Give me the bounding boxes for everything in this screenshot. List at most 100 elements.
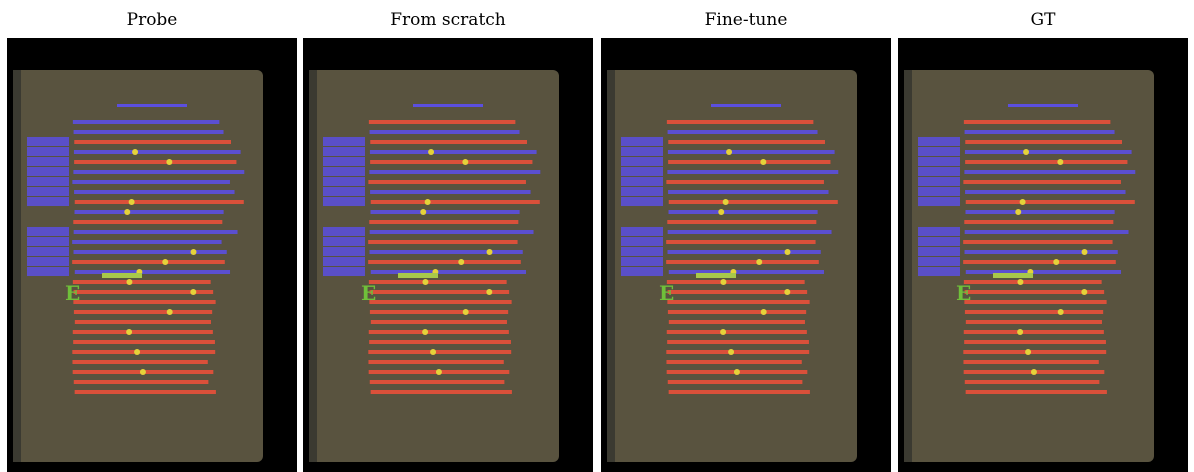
text-line xyxy=(667,120,814,124)
text-line xyxy=(73,220,222,224)
text-line xyxy=(668,250,821,254)
initial-mark xyxy=(430,349,436,355)
gloss-block xyxy=(323,197,365,206)
gloss-block xyxy=(621,247,663,256)
text-line xyxy=(370,150,537,154)
text-line xyxy=(369,120,516,124)
initial-mark xyxy=(1025,349,1031,355)
initial-mark xyxy=(436,369,442,375)
text-line xyxy=(117,104,187,107)
initial-mark xyxy=(1020,199,1026,205)
text-line xyxy=(667,340,809,344)
gloss-block xyxy=(27,257,69,266)
text-line xyxy=(963,180,1121,184)
text-line xyxy=(667,280,805,284)
gloss-block xyxy=(918,257,960,266)
initial-mark xyxy=(718,209,724,215)
text-line xyxy=(370,250,523,254)
initial-mark xyxy=(1057,159,1063,165)
decorated-initial: E xyxy=(659,281,674,305)
gloss-block xyxy=(323,167,365,176)
text-line xyxy=(75,390,216,394)
gloss-block xyxy=(323,247,365,256)
text-line xyxy=(74,310,212,314)
text-line xyxy=(669,320,805,324)
figure: Probe E From scratch E Fine-tune E GT E xyxy=(0,0,1194,472)
initial-mark xyxy=(726,149,732,155)
text-line xyxy=(370,160,532,164)
text-line xyxy=(966,210,1115,214)
gloss-block xyxy=(918,237,960,246)
text-line xyxy=(369,220,518,224)
text-line xyxy=(75,200,244,204)
rubric xyxy=(993,273,1033,278)
panel: Fine-tune E xyxy=(601,0,891,472)
text-line xyxy=(370,380,505,384)
gloss-block xyxy=(918,197,960,206)
text-line xyxy=(74,380,209,384)
text-line xyxy=(668,230,832,234)
text-line xyxy=(966,320,1102,324)
binding xyxy=(607,70,615,462)
text-line xyxy=(964,120,1111,124)
text-line xyxy=(73,340,215,344)
gloss-block xyxy=(27,167,69,176)
text-line xyxy=(368,240,517,244)
initial-mark xyxy=(760,159,766,165)
initial-mark xyxy=(425,199,431,205)
text-line xyxy=(74,190,234,194)
text-line xyxy=(74,150,241,154)
text-line xyxy=(964,300,1106,304)
initial-mark xyxy=(190,289,196,295)
text-line xyxy=(1008,104,1078,107)
text-line xyxy=(368,180,526,184)
text-line xyxy=(964,330,1104,334)
binding xyxy=(13,70,21,462)
gloss-block xyxy=(621,137,663,146)
panel: From scratch E xyxy=(303,0,593,472)
text-line xyxy=(73,170,244,174)
initial-mark xyxy=(124,209,130,215)
text-line xyxy=(368,260,521,264)
text-line xyxy=(668,380,803,384)
panel: Probe E xyxy=(7,0,297,472)
text-line xyxy=(371,200,540,204)
text-line xyxy=(966,270,1121,274)
gloss-block xyxy=(323,257,365,266)
text-line xyxy=(669,210,818,214)
text-line xyxy=(73,280,211,284)
text-line xyxy=(965,190,1125,194)
gloss-block xyxy=(323,147,365,156)
gloss-block xyxy=(323,227,365,236)
text-line xyxy=(668,190,828,194)
text-line xyxy=(711,104,781,107)
text-line xyxy=(669,390,810,394)
text-line xyxy=(666,350,809,354)
gloss-block xyxy=(27,267,69,276)
initial-mark xyxy=(1015,209,1021,215)
gloss-block xyxy=(621,167,663,176)
text-line xyxy=(963,350,1106,354)
decorated-initial: E xyxy=(956,281,971,305)
initial-mark xyxy=(720,329,726,335)
gloss-block xyxy=(27,197,69,206)
initial-mark xyxy=(784,289,790,295)
gloss-block xyxy=(323,237,365,246)
initial-mark xyxy=(191,249,197,255)
text-line xyxy=(371,270,526,274)
text-line xyxy=(369,170,540,174)
initial-mark xyxy=(728,349,734,355)
text-line xyxy=(73,330,213,334)
initial-mark xyxy=(458,259,464,265)
gloss-block xyxy=(918,167,960,176)
panel-title: From scratch xyxy=(303,10,593,30)
gloss-block xyxy=(621,237,663,246)
text-line xyxy=(72,360,207,364)
initial-mark xyxy=(487,249,493,255)
gloss-block xyxy=(27,137,69,146)
gloss-block xyxy=(918,247,960,256)
text-line xyxy=(370,140,527,144)
initial-mark xyxy=(420,209,426,215)
text-line xyxy=(75,210,224,214)
text-line xyxy=(669,200,838,204)
